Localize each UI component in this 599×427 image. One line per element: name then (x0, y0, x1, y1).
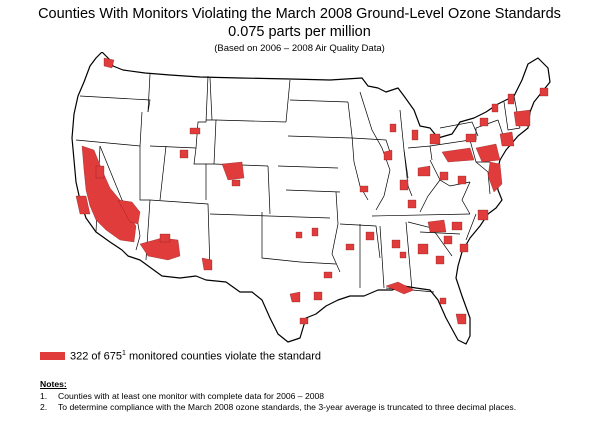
us-county-map (71, 52, 551, 345)
violation-counties (75, 57, 549, 325)
note-text: To determine compliance with the March 2… (58, 402, 517, 412)
note-number: 1. (40, 390, 48, 401)
data-period-note: (Based on 2006 – 2008 Air Quality Data) (214, 43, 385, 54)
notes-section: Notes: 1. Counties with at least one mon… (40, 379, 516, 414)
note-item: 1. Counties with at least one monitor wi… (40, 391, 516, 403)
note-number: 2. (40, 402, 48, 412)
note-text: Counties with at least one monitor with … (58, 390, 325, 401)
note-item: 2. To determine compliance with the Marc… (40, 402, 516, 414)
legend-label: 322 of 6751 monitored counties violate t… (70, 349, 321, 363)
us-outline (71, 52, 551, 345)
notes-heading: Notes: (40, 379, 67, 389)
map-subtitle: 0.075 parts per million (228, 24, 371, 40)
legend-swatch (40, 352, 65, 360)
footnote-marker: 1 (122, 349, 126, 357)
map-title: Counties With Monitors Violating the Mar… (38, 6, 561, 22)
map-legend: 322 of 6751 monitored counties violate t… (40, 350, 321, 362)
